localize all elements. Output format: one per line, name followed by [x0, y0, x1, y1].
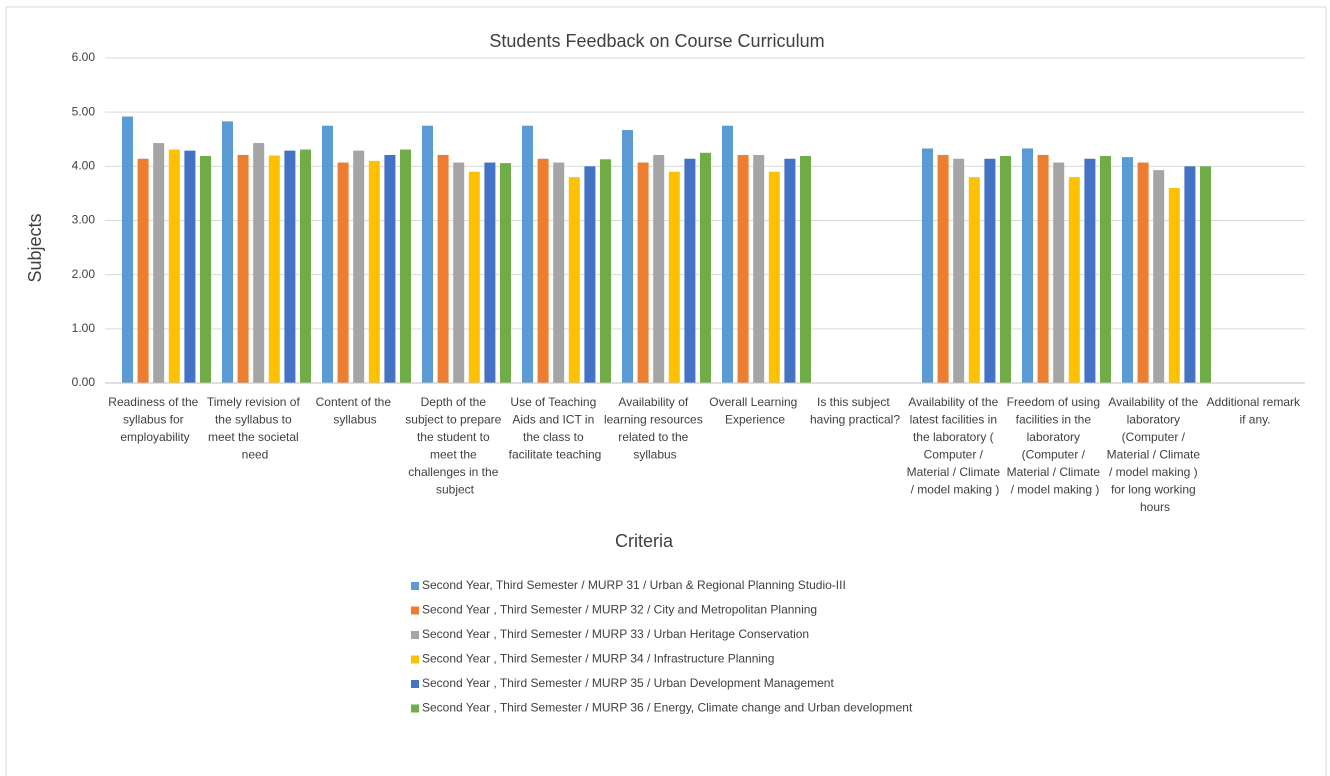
- x-tick-label: Availability of the laboratory (Computer…: [1107, 395, 1204, 514]
- legend-label: Second Year , Third Semester / MURP 35 /…: [422, 676, 834, 690]
- legend-swatch: [411, 631, 419, 639]
- bar: [737, 154, 749, 383]
- chart-border: [5, 6, 1327, 776]
- bar: [337, 162, 349, 383]
- y-tick-label: 1.00: [72, 321, 96, 335]
- x-tick-label: Depth of the subject to prepare the stud…: [405, 395, 504, 497]
- bar: [168, 149, 180, 383]
- legend-label: Second Year, Third Semester / MURP 31 / …: [422, 578, 846, 592]
- bar: [784, 158, 796, 383]
- x-tick-label: Use of Teaching Aids and ICT in the clas…: [509, 395, 602, 462]
- chart-title: Students Feedback on Course Curriculum: [489, 31, 824, 51]
- y-tick-label: 3.00: [72, 213, 96, 227]
- bar: [484, 162, 496, 383]
- bar: [800, 156, 811, 383]
- legend-swatch: [411, 704, 419, 713]
- bar: [622, 130, 633, 383]
- bar: [453, 162, 465, 383]
- legend-swatch: [411, 655, 419, 664]
- bar: [368, 160, 380, 383]
- bar: [537, 158, 549, 383]
- y-tick-label: 5.00: [72, 104, 96, 118]
- y-tick-label: 6.00: [72, 50, 96, 64]
- bar: [953, 158, 965, 383]
- bar: [353, 150, 365, 383]
- bar: [968, 177, 980, 383]
- bar: [122, 116, 133, 383]
- x-axis-title: Criteria: [615, 531, 674, 551]
- bar: [384, 154, 396, 383]
- bar: [137, 158, 149, 383]
- bar: [500, 163, 511, 383]
- x-tick-label: Availability of learning resources relat…: [604, 395, 706, 462]
- x-tick-label: Freedom of using facilities in the labor…: [1007, 395, 1104, 497]
- x-tick-label: Availability of the latest facilities in…: [907, 395, 1004, 497]
- bar: [422, 125, 433, 383]
- bar: [468, 171, 480, 383]
- bar: [200, 156, 211, 383]
- bar: [284, 150, 296, 383]
- bar: [222, 121, 233, 383]
- legend-label: Second Year , Third Semester / MURP 32 /…: [422, 603, 817, 617]
- bar: [1122, 157, 1133, 383]
- bar: [922, 148, 933, 383]
- bar: [753, 154, 765, 383]
- bar: [253, 143, 265, 383]
- bar: [937, 154, 949, 383]
- x-tick-label: Is this subject having practical?: [810, 395, 900, 427]
- x-tick-label: Content of the syllabus: [316, 395, 395, 427]
- legend-swatch: [411, 582, 419, 590]
- bar: [1037, 154, 1049, 383]
- bar: [1153, 170, 1165, 383]
- bar: [1022, 148, 1033, 383]
- bar: [984, 158, 996, 383]
- bar: [768, 171, 780, 383]
- bar: [684, 158, 696, 383]
- bar: [1200, 166, 1211, 383]
- bar: [1100, 156, 1111, 383]
- bar: [600, 159, 611, 383]
- y-tick-label: 2.00: [72, 267, 96, 281]
- legend-label: Second Year , Third Semester / MURP 34 /…: [422, 652, 774, 666]
- bar: [1137, 162, 1149, 383]
- bar: [553, 162, 565, 383]
- bar: [568, 177, 580, 383]
- bar: [1053, 162, 1065, 383]
- bar: [653, 154, 665, 383]
- bar: [300, 149, 311, 383]
- bar: [153, 143, 165, 383]
- bar: [700, 152, 711, 383]
- legend-label: Second Year , Third Semester / MURP 36 /…: [422, 701, 913, 715]
- bar: [437, 154, 449, 383]
- bar: [722, 125, 733, 383]
- bar: [1168, 188, 1180, 383]
- bar: [1068, 177, 1080, 383]
- bar: [1184, 166, 1196, 383]
- x-tick-label: Additional remark if any.: [1207, 395, 1304, 427]
- legend-label: Second Year , Third Semester / MURP 33 /…: [422, 627, 809, 641]
- x-tick-label: Readiness of the syllabus for employabil…: [108, 395, 201, 444]
- bar: [1084, 158, 1096, 383]
- legend-swatch: [411, 680, 419, 688]
- y-axis-title: Subjects: [25, 213, 45, 282]
- bar: [322, 125, 333, 383]
- y-tick-label: 0.00: [72, 375, 96, 389]
- bar: [522, 125, 533, 383]
- bar: [400, 149, 411, 383]
- bar: [668, 171, 680, 383]
- x-tick-label: Overall Learning Experience: [709, 395, 800, 427]
- bar: [637, 162, 649, 383]
- bar: [237, 154, 249, 383]
- bar: [268, 155, 280, 383]
- legend-swatch: [411, 606, 419, 615]
- bar: [1000, 156, 1011, 383]
- bar: [584, 166, 596, 383]
- y-tick-label: 4.00: [72, 159, 96, 173]
- x-tick-label: Timely revision of the syllabus to meet …: [207, 395, 303, 462]
- bar: [184, 150, 196, 383]
